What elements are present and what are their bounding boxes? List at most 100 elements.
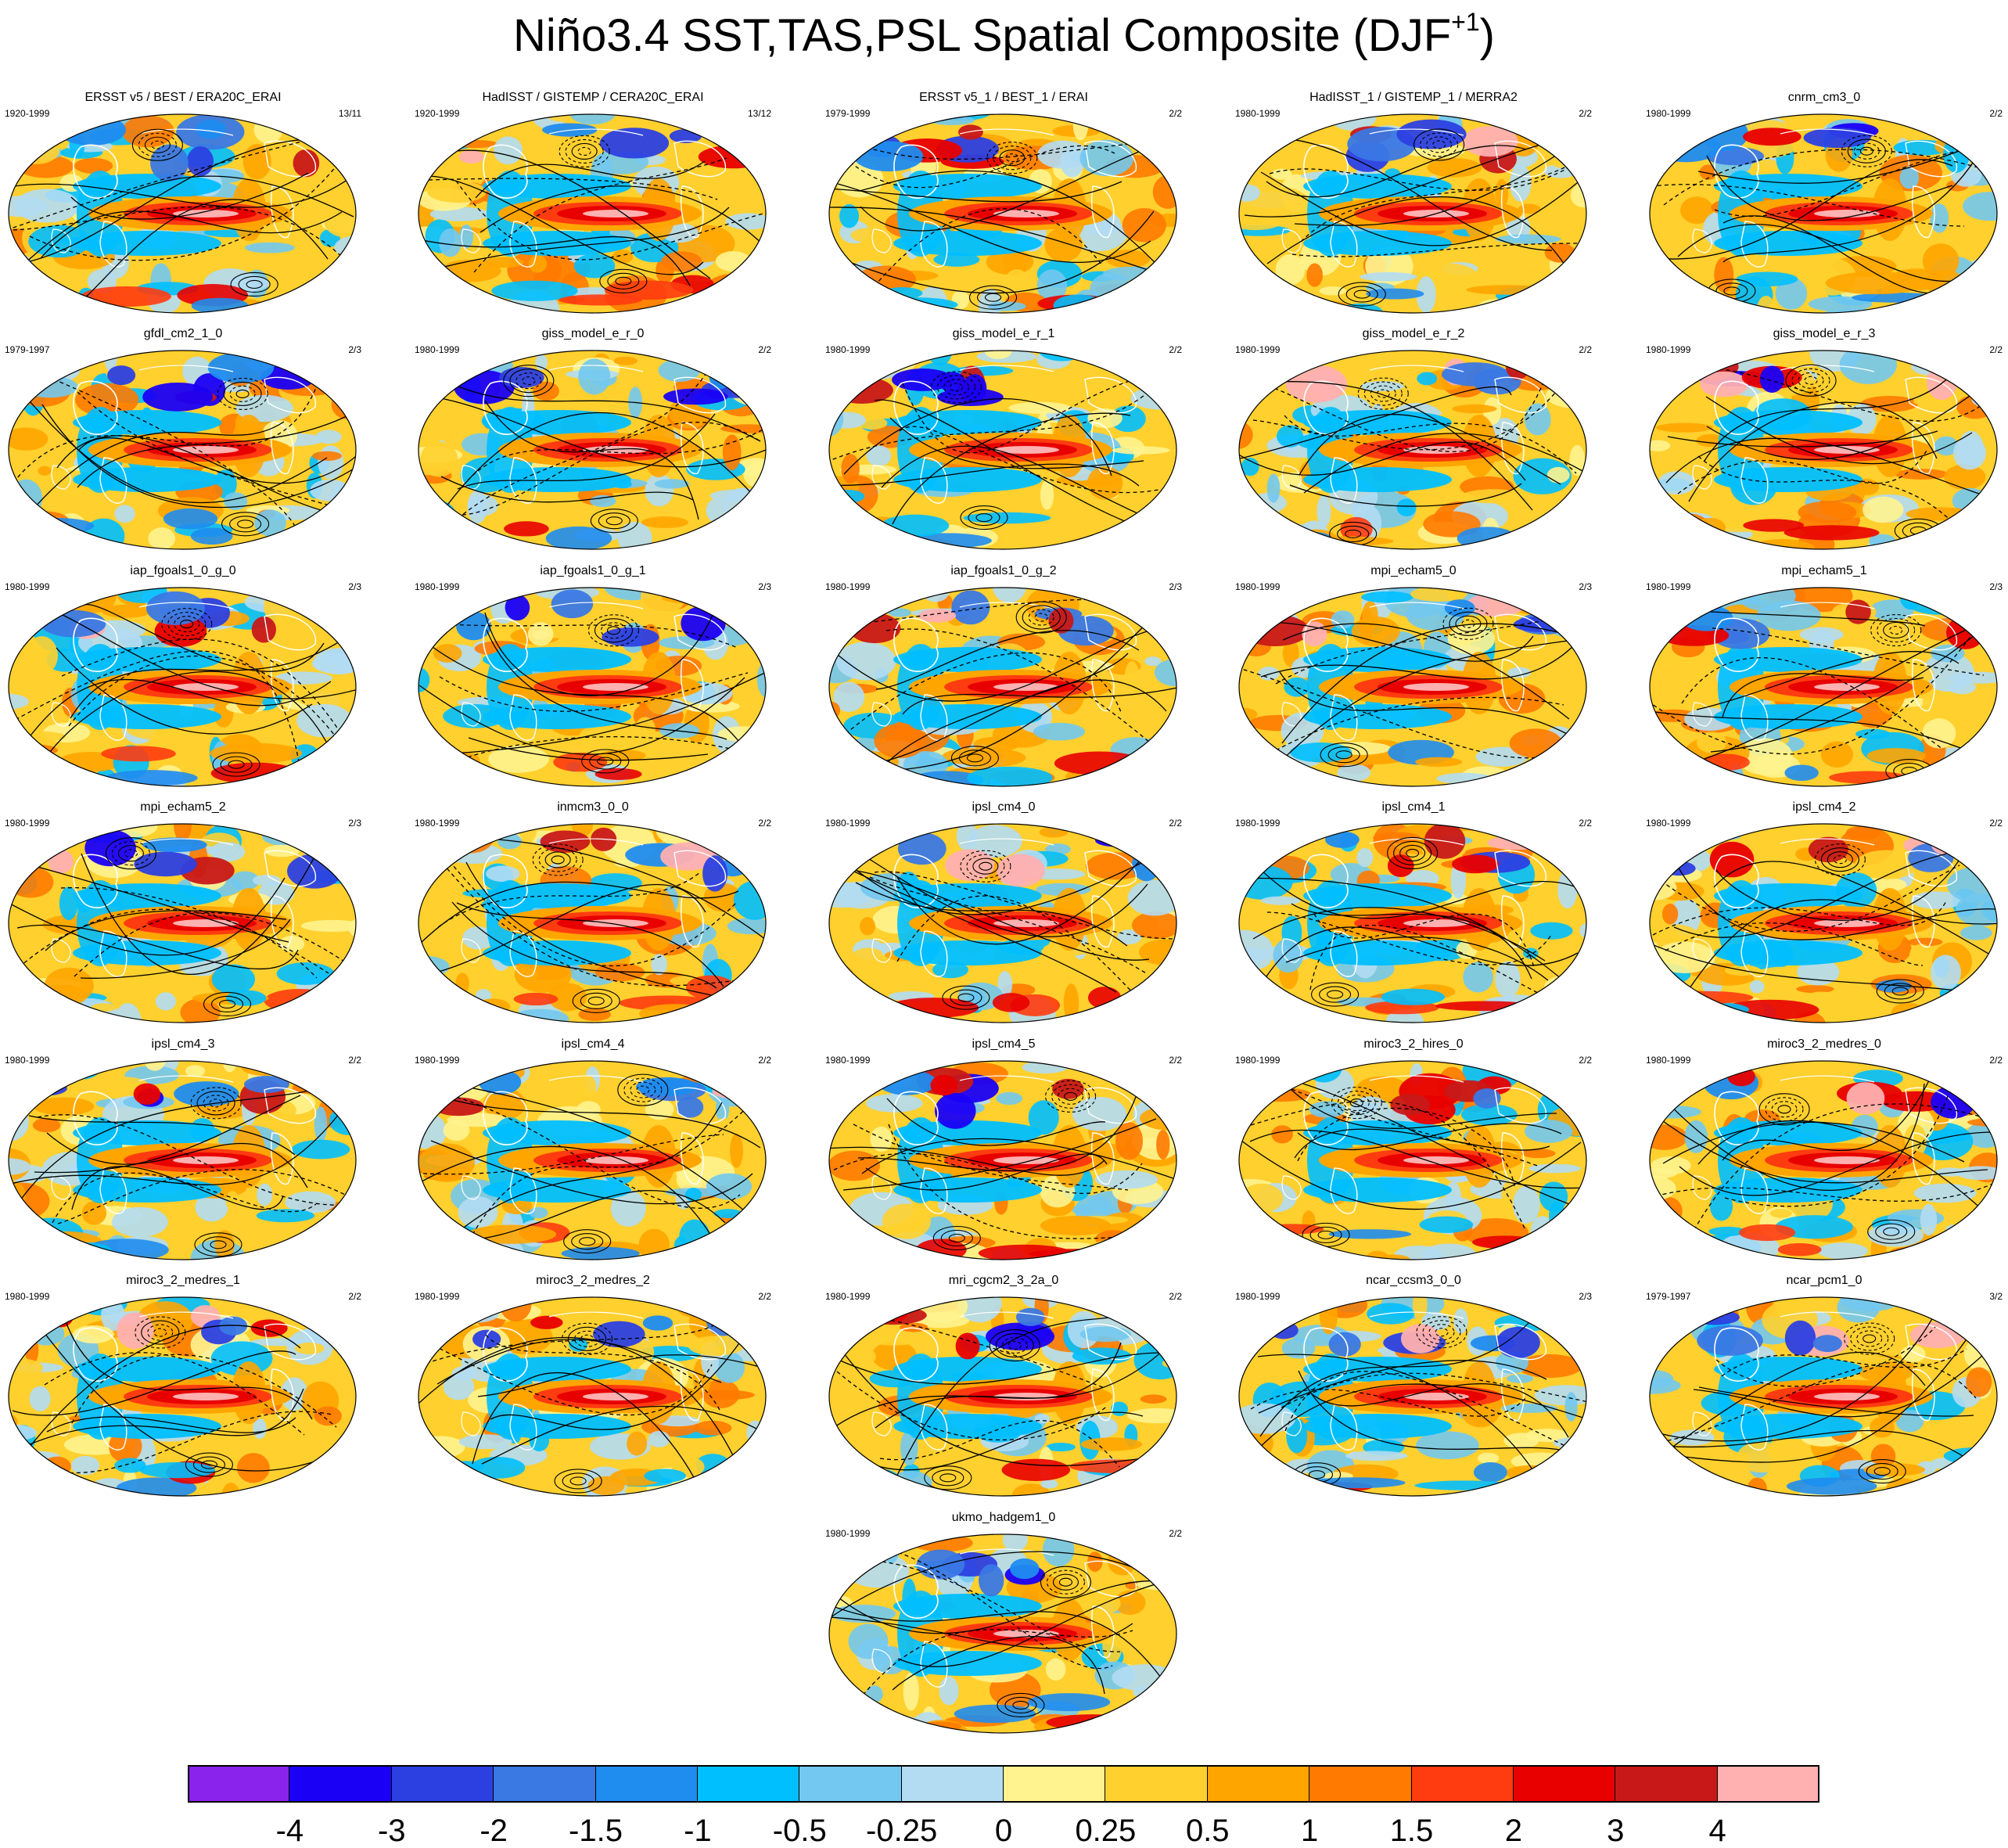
panel-title: mpi_echam5_1 [1781, 564, 1867, 577]
colorbar-swatch [1615, 1765, 1718, 1803]
map-panel: miroc3_2_hires_0 1980-1999 2/2 [1234, 1037, 1593, 1264]
map-panel: ipsl_cm4_3 1980-1999 2/2 [3, 1037, 363, 1264]
map-panel: gfdl_cm2_1_0 1979-1997 2/3 [3, 326, 363, 553]
map-panel: giss_model_e_r_0 1980-1999 2/2 [413, 326, 773, 553]
panel-title: ERSST v5_1 / BEST_1 / ERAI [919, 91, 1088, 104]
panel-title: ukmo_hadgem1_0 [951, 1511, 1056, 1524]
panel-years: 1980-1999 [1646, 344, 1691, 355]
title-text: Niño3.4 SST,TAS,PSL Spatial Composite (D… [513, 10, 1452, 61]
composite-map [418, 350, 767, 550]
panel-count: 2/2 [1989, 1055, 2003, 1066]
colorbar-swatch [289, 1765, 392, 1803]
panel-title: giss_model_e_r_1 [952, 327, 1055, 340]
map-outline [1649, 823, 1998, 1023]
map-panel: miroc3_2_medres_1 1980-1999 2/2 [3, 1273, 363, 1500]
colorbar-swatch [799, 1765, 902, 1803]
map-panel: mpi_echam5_2 1980-1999 2/3 [3, 800, 363, 1026]
panel-count: 2/3 [1989, 581, 2003, 592]
panel-years: 1980-1999 [825, 818, 871, 829]
panel-years: 1979-1997 [1646, 1291, 1691, 1302]
map-panel: miroc3_2_medres_2 1980-1999 2/2 [413, 1273, 773, 1500]
composite-map [828, 823, 1177, 1023]
panel-title: ipsl_cm4_0 [972, 800, 1036, 814]
map-outline [1238, 1296, 1587, 1497]
map-outline [8, 823, 357, 1023]
panel-count: 2/2 [1989, 818, 2003, 829]
panel-years: 1979-1999 [825, 108, 871, 119]
panel-count: 13/11 [338, 108, 361, 119]
panel-title: iap_fgoals1_0_g_0 [130, 564, 236, 577]
colorbar-tick-label: 0 [994, 1814, 1013, 1848]
panel-years: 1980-1999 [1235, 344, 1281, 355]
colorbar-tick-label: -2 [480, 1814, 508, 1848]
title-close: ) [1479, 10, 1495, 61]
composite-map [1649, 350, 1998, 550]
panel-title: ipsl_cm4_4 [561, 1037, 625, 1051]
composite-map [418, 587, 767, 787]
map-outline [1238, 350, 1587, 550]
composite-map [1238, 1060, 1587, 1260]
map-outline [828, 350, 1177, 550]
panel-years: 1980-1999 [1646, 108, 1691, 119]
map-panel: ncar_pcm1_0 1979-1997 3/2 [1644, 1273, 2004, 1500]
panel-title: ipsl_cm4_5 [972, 1037, 1036, 1051]
panel-count: 2/3 [1579, 581, 1592, 592]
map-outline [1649, 587, 1998, 787]
composite-map [828, 350, 1177, 550]
map-outline [828, 1296, 1177, 1497]
map-outline [8, 587, 357, 787]
colorbar-swatch [1309, 1765, 1412, 1803]
composite-map [8, 350, 357, 550]
panel-years: 1980-1999 [5, 1055, 50, 1066]
panel-title: ncar_ccsm3_0_0 [1366, 1274, 1461, 1287]
panel-years: 1980-1999 [825, 581, 871, 592]
colorbar-tick-label: 0.5 [1185, 1814, 1230, 1848]
map-panel: iap_fgoals1_0_g_2 1980-1999 2/3 [824, 563, 1184, 790]
map-outline [418, 823, 767, 1023]
composite-map [828, 1296, 1177, 1497]
composite-map [418, 1060, 767, 1260]
panel-count: 2/2 [1169, 344, 1182, 355]
composite-map [828, 587, 1177, 787]
map-panel: iap_fgoals1_0_g_0 1980-1999 2/3 [3, 563, 363, 790]
composite-map [828, 1533, 1177, 1734]
colorbar-tick-label: 3 [1607, 1814, 1625, 1848]
panel-title: giss_model_e_r_2 [1362, 327, 1465, 340]
panel-title: ipsl_cm4_1 [1381, 800, 1446, 814]
figure-title: Niño3.4 SST,TAS,PSL Spatial Composite (D… [0, 5, 2008, 67]
colorbar-swatch [697, 1765, 800, 1803]
map-outline [418, 1296, 767, 1497]
panel-title: miroc3_2_hires_0 [1363, 1037, 1464, 1051]
map-outline [8, 350, 357, 550]
map-outline [1238, 823, 1587, 1023]
colorbar-swatch [188, 1765, 290, 1803]
panel-title: gfdl_cm2_1_0 [143, 327, 223, 340]
colorbar-tick-label: -3 [377, 1814, 406, 1848]
map-outline [418, 1060, 767, 1260]
panel-years: 1980-1999 [1235, 108, 1281, 119]
panel-count: 2/2 [1579, 108, 1592, 119]
composite-map [8, 113, 357, 314]
map-outline [8, 1060, 357, 1260]
map-panel: giss_model_e_r_2 1980-1999 2/2 [1234, 326, 1593, 553]
colorbar-tick-label: 4 [1708, 1814, 1726, 1848]
panel-count: 2/3 [348, 581, 361, 592]
composite-map [418, 1296, 767, 1497]
panel-title: ipsl_cm4_2 [1792, 800, 1856, 814]
colorbar-swatch [901, 1765, 1004, 1803]
map-outline [8, 1296, 357, 1497]
panel-years: 1980-1999 [825, 1291, 871, 1302]
panel-title: giss_model_e_r_3 [1773, 327, 1876, 340]
composite-map [1649, 1296, 1998, 1497]
panel-years: 1980-1999 [1235, 581, 1281, 592]
panel-years: 1980-1999 [5, 581, 50, 592]
colorbar-swatch [391, 1765, 494, 1803]
panel-title: iap_fgoals1_0_g_2 [950, 564, 1057, 577]
colorbar-tick-label: -1 [684, 1814, 712, 1848]
panel-count: 2/2 [1579, 344, 1592, 355]
composite-map [8, 1060, 357, 1260]
panel-years: 1980-1999 [1235, 1055, 1281, 1066]
panel-count: 13/12 [747, 108, 771, 119]
map-outline [418, 587, 767, 787]
map-outline [1238, 1060, 1587, 1260]
